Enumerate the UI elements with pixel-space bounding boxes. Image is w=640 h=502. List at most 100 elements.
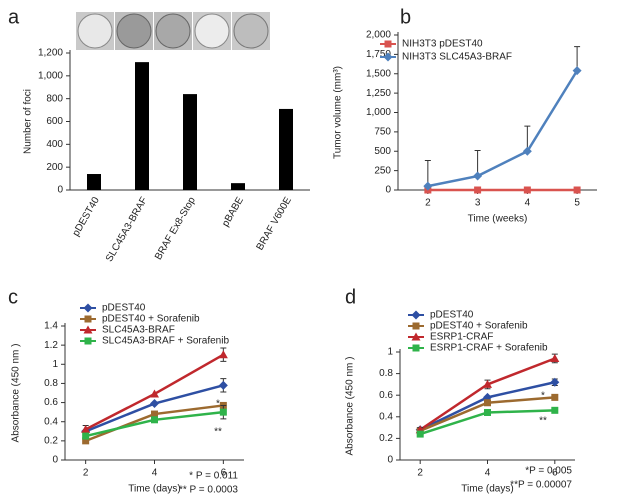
x-tick-label: 2 <box>425 198 431 209</box>
legend-label: pDEST40 <box>102 303 146 314</box>
legend-label: pDEST40 + Sorafenib <box>102 314 200 325</box>
x-tick-label: 4 <box>485 468 491 479</box>
y-tick-label: 1.2 <box>44 340 58 351</box>
y-axis-label: Tumor volume (mm³) <box>333 66 344 159</box>
dish <box>233 13 269 49</box>
y-tick-label: 1,250 <box>366 88 391 99</box>
marker <box>84 315 92 323</box>
marker <box>151 410 158 418</box>
bar <box>87 174 101 190</box>
bar <box>183 94 197 190</box>
marker <box>423 181 433 191</box>
marker <box>219 408 227 416</box>
annotation: ** <box>214 427 222 438</box>
y-tick-label: 0 <box>52 455 58 466</box>
y-tick-label: 750 <box>374 127 391 138</box>
x-axis-label: Time (weeks) <box>468 214 528 225</box>
panel-label: a <box>8 6 20 28</box>
marker <box>474 186 482 194</box>
y-tick-label: 1,500 <box>366 68 391 79</box>
x-tick-label: BRAF Ex8-Stop <box>153 195 198 262</box>
x-tick-label: 2 <box>83 468 89 479</box>
y-tick-label: 1,000 <box>366 107 391 118</box>
marker <box>383 52 393 62</box>
y-tick-label: 1,750 <box>366 49 391 60</box>
y-tick-label: 0 <box>387 455 393 466</box>
y-axis-label: Absorbance (450 nm ) <box>11 344 22 443</box>
y-tick-label: 400 <box>46 139 63 150</box>
y-tick-label: 0.8 <box>379 368 393 379</box>
y-tick-label: 1,200 <box>38 48 63 59</box>
x-tick-label: SLC45A3-BRAF <box>104 195 150 264</box>
x-tick-label: 6 <box>552 468 558 479</box>
marker <box>416 430 424 438</box>
y-tick-label: 0.4 <box>379 411 393 422</box>
legend-label: SLC45A3-BRAF <box>102 325 175 336</box>
x-tick-label: BRAF V600E <box>255 195 294 252</box>
annotation: ** <box>539 416 547 427</box>
legend-label: ESRP1-CRAF <box>430 332 493 343</box>
marker <box>484 399 491 407</box>
x-tick-label: 4 <box>152 468 158 479</box>
marker <box>83 303 93 313</box>
annotation: *P = 0.005 <box>525 466 572 477</box>
x-axis-label: Time (days) <box>461 484 513 495</box>
y-tick-label: 200 <box>46 162 63 173</box>
y-tick-label: 2,000 <box>366 30 391 41</box>
y-tick-label: 0.2 <box>379 433 393 444</box>
panel-label: c <box>8 286 18 308</box>
marker <box>483 379 492 388</box>
marker <box>384 40 392 48</box>
marker <box>411 332 421 341</box>
legend-label: pDEST40 <box>430 310 474 321</box>
marker <box>84 337 92 345</box>
annotation: ** P = 0.0003 <box>179 485 238 496</box>
marker <box>411 310 421 320</box>
marker <box>572 66 582 76</box>
marker <box>551 406 559 414</box>
marker <box>150 399 159 409</box>
y-tick-label: 0.4 <box>44 416 58 427</box>
y-tick-label: 0.6 <box>44 397 58 408</box>
legend-label: ESRP1-CRAF + Sorafenib <box>430 343 548 354</box>
x-tick-label: pBABE <box>220 195 246 229</box>
y-tick-label: 600 <box>46 116 63 127</box>
marker <box>473 171 483 181</box>
y-tick-label: 0.2 <box>44 435 58 446</box>
marker <box>82 437 90 445</box>
x-tick-label: 3 <box>475 198 481 209</box>
y-axis-label: Number of foci <box>23 89 34 154</box>
legend-label: NIH3T3 pDEST40 <box>402 39 483 50</box>
x-axis-label: Time (days) <box>128 484 180 495</box>
dish <box>155 13 191 49</box>
y-tick-label: 0 <box>385 185 391 196</box>
annotation: * <box>541 391 545 402</box>
legend-label: pDEST40 + Sorafenib <box>430 321 528 332</box>
marker <box>150 389 159 398</box>
y-tick-label: 1,000 <box>38 70 63 81</box>
bar <box>135 62 149 191</box>
foci-dishes <box>76 12 270 50</box>
y-tick-label: 800 <box>46 93 63 104</box>
marker <box>551 393 559 401</box>
annotation: **P = 0.00007 <box>510 480 572 491</box>
marker <box>81 424 91 433</box>
marker <box>523 186 531 194</box>
y-tick-label: 0.6 <box>379 390 393 401</box>
y-tick-label: 250 <box>374 165 391 176</box>
y-tick-label: 1 <box>387 347 393 358</box>
marker <box>218 380 228 390</box>
panel-label: b <box>400 6 411 28</box>
x-tick-label: 4 <box>525 198 531 209</box>
dish <box>116 13 152 49</box>
x-tick-label: 6 <box>221 468 227 479</box>
x-tick-label: 2 <box>417 468 423 479</box>
marker <box>522 146 532 156</box>
annotation: * P = 0.011 <box>189 471 238 482</box>
y-tick-label: 0 <box>57 185 63 196</box>
y-tick-label: 500 <box>374 146 391 157</box>
legend-label: NIH3T3 SLC45A3-BRAF <box>402 52 512 63</box>
marker <box>412 322 420 330</box>
x-tick-label: pDEST40 <box>71 195 102 238</box>
